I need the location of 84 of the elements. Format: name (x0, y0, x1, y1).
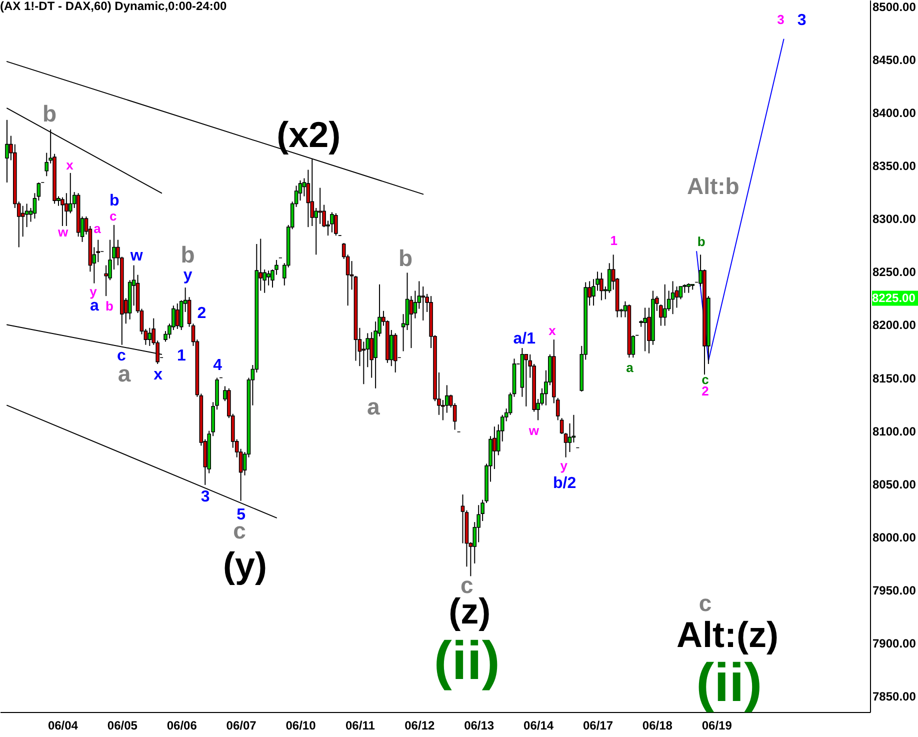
annotation: a/1 (513, 330, 536, 348)
annotation: y (560, 458, 568, 473)
y-tick-label: 8300.00 (872, 212, 916, 226)
candlestick (421, 286, 426, 321)
annotation: 3 (797, 12, 806, 29)
annotation: 1 (610, 232, 618, 248)
y-tick-label: 7950.00 (872, 583, 916, 598)
y-tick-label: 8150.00 (872, 371, 916, 386)
x-tick-label: 06/05 (107, 718, 138, 732)
candlestick (266, 270, 270, 286)
x-tick-label: 06/11 (346, 718, 376, 732)
annotation: (ii) (434, 631, 500, 692)
annotation: a (90, 298, 100, 315)
annotation: b (109, 192, 120, 210)
annotation: (x2) (276, 114, 341, 155)
annotation: x (154, 366, 163, 384)
candlestick (686, 282, 691, 294)
candlestick (5, 119, 9, 184)
annotation: a (367, 394, 380, 420)
annotation: c (110, 208, 117, 224)
y-tick-label: 8400.00 (872, 106, 916, 120)
annotation: (ii) (696, 653, 762, 713)
x-tick-label: 06/12 (404, 718, 435, 732)
annotation: w (129, 248, 144, 265)
chart-title: (AX 1!-DT - DAX,60) Dynamic,0:00-24:00 (0, 0, 228, 13)
x-tick-label: 06/13 (464, 718, 494, 732)
annotation: b (106, 298, 114, 314)
x-tick-label: 06/10 (286, 718, 316, 732)
candlestick (643, 307, 647, 352)
annotation: y (90, 284, 98, 299)
annotation: b (697, 234, 706, 249)
y-tick-label: 8250.00 (872, 265, 916, 280)
annotation: x (66, 158, 74, 172)
annotation: 5 (236, 506, 246, 524)
annotation: w (56, 224, 69, 240)
candlestick (20, 205, 25, 238)
annotation: 1 (176, 348, 186, 364)
x-tick-label: 06/19 (702, 718, 732, 732)
candlestick (524, 354, 528, 407)
candlestick (68, 172, 72, 214)
candlestick (600, 272, 604, 301)
text: 8225.00 (872, 291, 916, 306)
candlestick (318, 187, 322, 224)
x-tick-label: 06/17 (582, 718, 614, 732)
candlestick (330, 212, 334, 233)
annotation: b (398, 244, 413, 271)
x-tick-label: 06/04 (48, 718, 78, 732)
annotation: w (528, 422, 540, 438)
candlestick (175, 302, 180, 330)
annotation: a (94, 221, 102, 236)
annotation: c (698, 590, 712, 616)
y-tick-label: 7850.00 (872, 690, 916, 704)
annotation: b (42, 100, 57, 127)
candlestick (60, 196, 64, 227)
annotation: b/2 (553, 474, 576, 492)
annotation: a (626, 360, 634, 376)
annotation: 2 (197, 305, 206, 322)
candlestick (334, 212, 338, 236)
y-tick-label: 8450.00 (872, 52, 916, 67)
annotation: 3 (777, 12, 784, 27)
x-tick-label: 06/06 (166, 718, 198, 732)
annotation: Alt:(z) (676, 614, 778, 655)
annotation: 4 (213, 357, 222, 374)
y-tick-label: 8000.00 (872, 530, 916, 544)
y-tick-label: 8200.00 (872, 318, 916, 332)
y-tick-label: 8100.00 (872, 424, 916, 438)
x-tick-label: 06/18 (642, 718, 673, 732)
candlestick (64, 192, 68, 227)
candlestick (662, 284, 667, 326)
x-tick-label: 06/07 (226, 718, 257, 732)
y-tick-label: 8500.00 (872, 0, 916, 14)
y-tick-label: 7900.00 (872, 636, 916, 651)
candlestick (572, 414, 576, 443)
y-tick-label: 8050.00 (872, 477, 916, 492)
annotation: y (183, 266, 192, 284)
annotation: x (548, 323, 557, 338)
annotation: Alt:b (686, 172, 740, 199)
y-tick-label: 8350.00 (872, 159, 916, 174)
annotation: b (180, 242, 195, 268)
candlestick (670, 280, 675, 315)
candlestick (148, 327, 152, 346)
x-tick-label: 06/14 (524, 718, 554, 732)
annotation: 3 (200, 488, 210, 506)
annotation: (y) (223, 544, 268, 586)
